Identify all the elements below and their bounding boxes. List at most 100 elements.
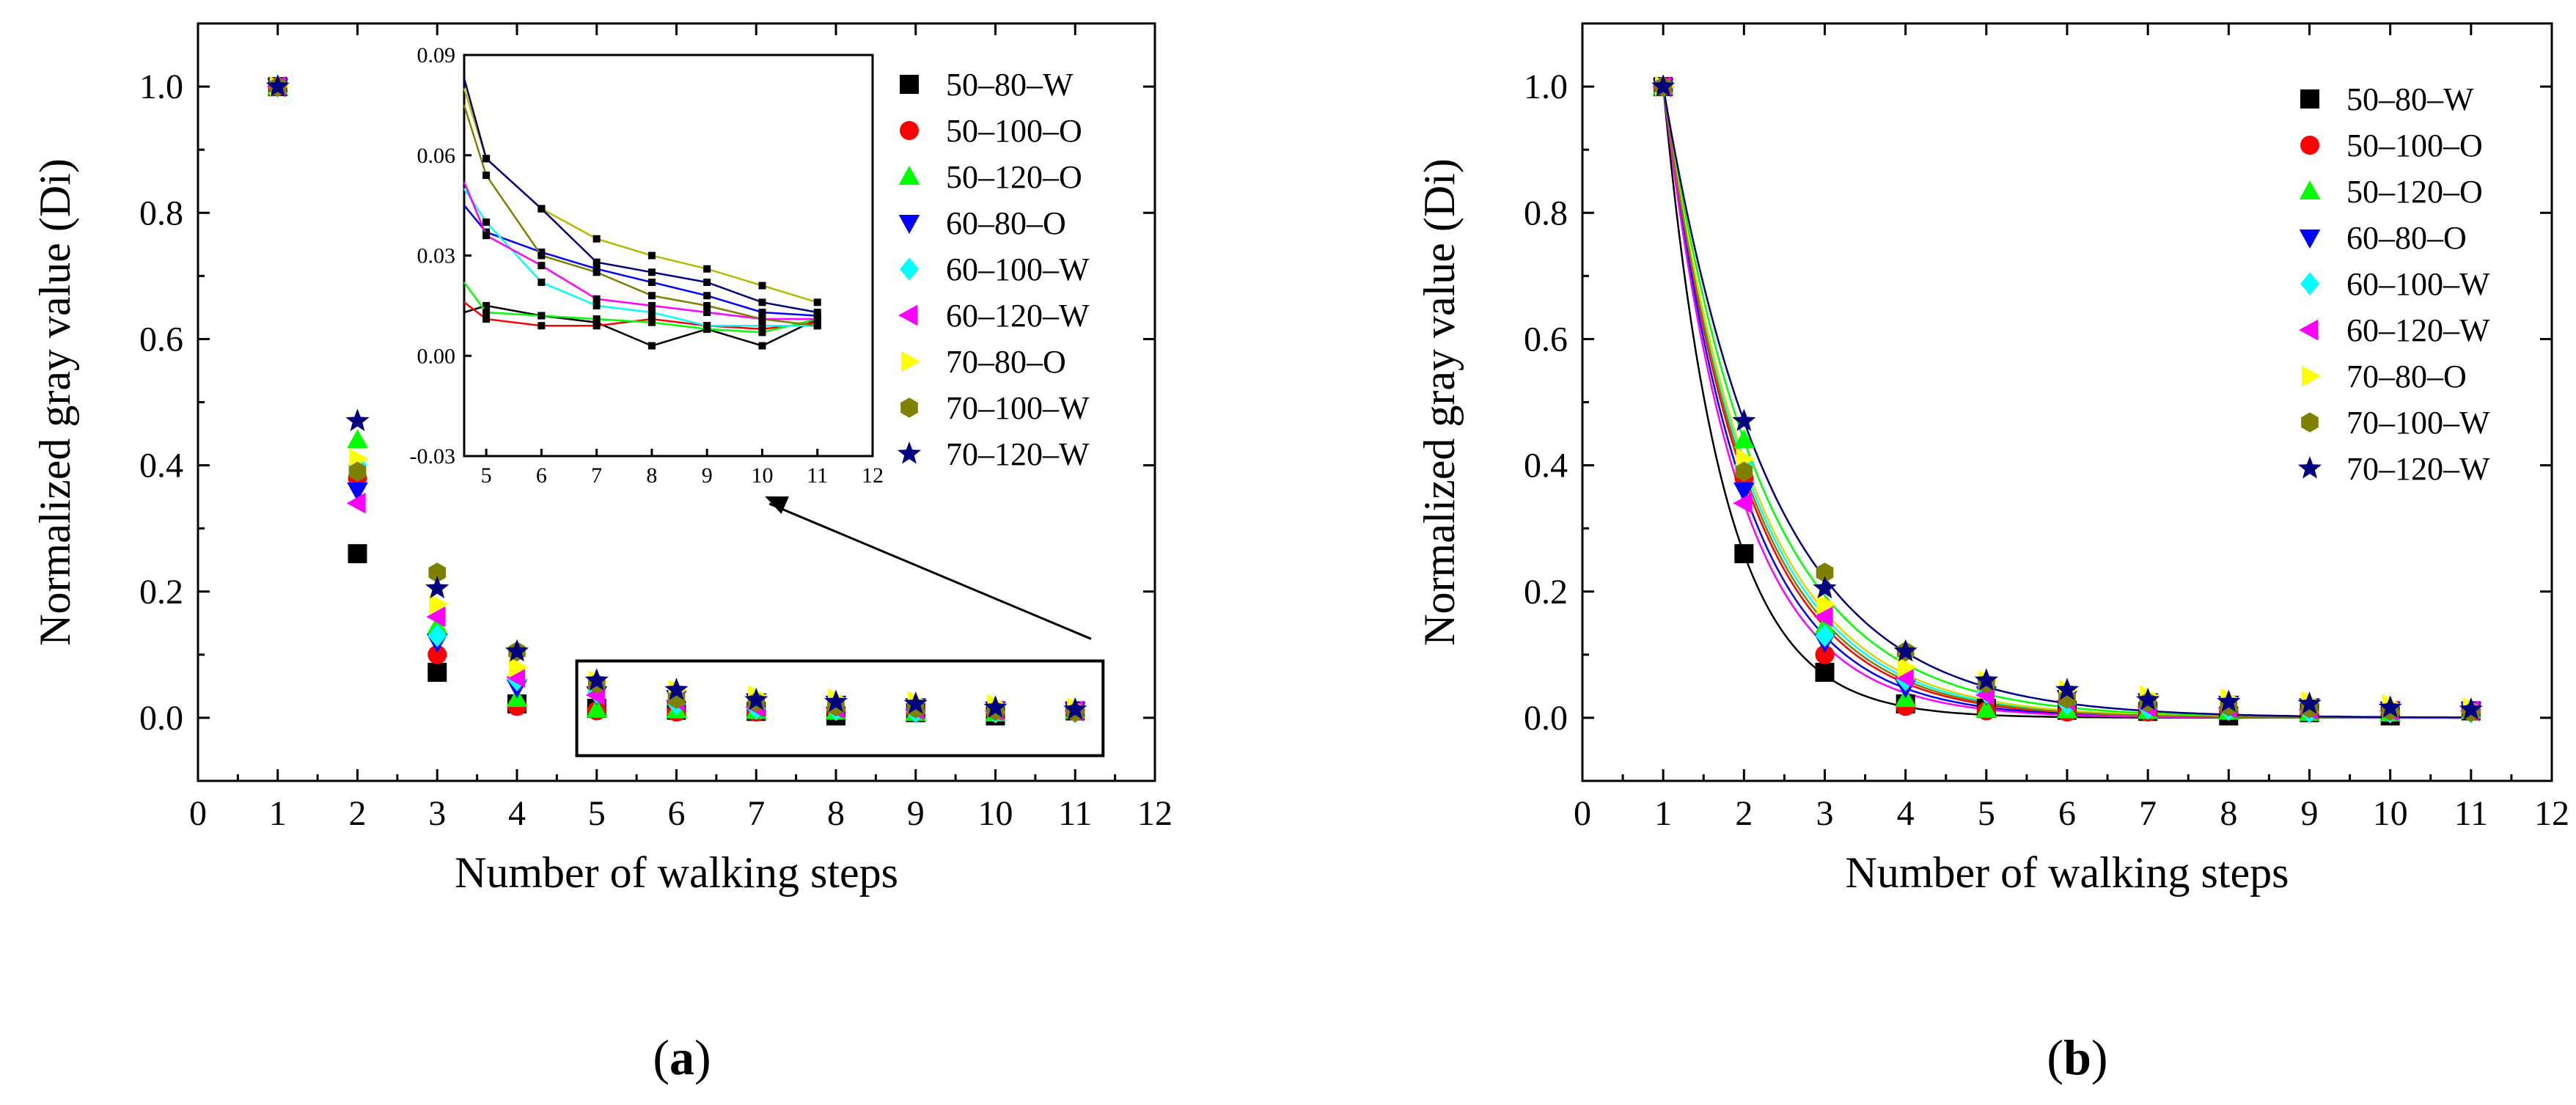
x-tick-label: 6 <box>2058 794 2076 833</box>
data-point <box>428 662 447 682</box>
x-tick-label: 3 <box>1816 794 1834 833</box>
legend-label: 60–80–O <box>2346 220 2467 256</box>
y-tick-label: 0.2 <box>1524 573 1568 612</box>
legend-label: 60–120–W <box>2346 312 2490 348</box>
data-point <box>1813 606 1833 628</box>
x-tick-label: 0 <box>189 794 207 833</box>
x-tick-label: 5 <box>588 794 606 833</box>
inset-data-point <box>647 278 656 286</box>
legend-marker <box>2297 456 2322 479</box>
inset-series-line <box>463 301 818 331</box>
inset-x-tick-label: 6 <box>536 463 547 488</box>
legend-label: 60–100–W <box>946 252 1090 287</box>
data-point <box>1816 562 1834 583</box>
data-point <box>1816 593 1836 615</box>
data-point <box>348 544 367 564</box>
panel-b-label: (b) <box>2047 1029 2107 1085</box>
inset-data-point <box>592 301 601 309</box>
legend-marker <box>900 350 920 372</box>
legend-label: 60–120–W <box>946 298 1090 334</box>
y-tick-label: 0.8 <box>1524 194 1568 232</box>
legend-label: 50–120–O <box>2346 174 2483 210</box>
x-tick-label: 10 <box>2373 794 2408 833</box>
inset-series-line <box>463 105 818 327</box>
inset-data-point <box>703 322 711 330</box>
inset-data-point <box>537 205 546 213</box>
legend-label: 60–100–W <box>2346 266 2490 302</box>
inset-data-point <box>592 295 601 303</box>
inset-data-point <box>647 301 656 309</box>
inset-y-tick-label: 0.00 <box>417 344 456 368</box>
y-axis-title: Normalized gray value (Di) <box>31 158 79 646</box>
x-tick-label: 2 <box>1735 794 1753 833</box>
x-tick-label: 7 <box>2139 794 2157 833</box>
inset-x-tick-label: 7 <box>591 463 602 488</box>
panel-b: 0 1 2 3 4 5 6 7 8 9 10 11 120.00.20.40.60.81.0Number… <box>1415 22 2569 897</box>
inset-data-point <box>758 322 766 330</box>
panel-a-label: (a) <box>653 1029 711 1085</box>
inset-series-line <box>463 78 818 314</box>
legend-marker <box>2301 412 2319 433</box>
data-point <box>265 74 290 97</box>
y-tick-label: 0.2 <box>139 573 183 612</box>
legend-label: 50–120–O <box>946 159 1082 195</box>
inset-data-point <box>482 232 491 240</box>
data-point <box>2136 687 2160 711</box>
inset-data-point <box>537 278 546 286</box>
data-point <box>744 687 768 711</box>
legend-marker <box>2300 136 2319 155</box>
y-tick-label: 0.4 <box>1524 447 1568 485</box>
data-point <box>586 698 608 718</box>
inset-data-point <box>758 342 766 350</box>
x-tick-label: 6 <box>668 794 686 833</box>
inset-x-tick-label: 10 <box>751 463 773 488</box>
legend-marker <box>900 75 919 94</box>
x-tick-label: 7 <box>747 794 765 833</box>
y-tick-label: 0.0 <box>139 699 183 738</box>
data-point <box>1894 667 1914 689</box>
x-tick-label: 1 <box>1654 794 1672 833</box>
inset-data-point <box>758 328 766 337</box>
legend-marker <box>2300 89 2319 109</box>
data-point <box>1063 697 1087 720</box>
x-tick-label: 3 <box>428 794 446 833</box>
inset-data-point <box>537 312 546 320</box>
data-point <box>348 461 367 482</box>
x-tick-label: 9 <box>907 794 925 833</box>
inset-data-point <box>813 298 821 306</box>
inset-data-point <box>758 298 766 306</box>
data-point <box>664 678 689 700</box>
inset-y-tick-label: 0.09 <box>417 43 456 67</box>
inset-data-point <box>703 278 711 286</box>
inset-series-line <box>463 188 818 327</box>
x-tick-label: 4 <box>1897 794 1915 833</box>
data-point <box>1733 429 1755 449</box>
data-point <box>347 482 368 502</box>
inset-data-point <box>482 301 491 309</box>
data-point <box>1733 482 1755 502</box>
legend-label: 70–120–W <box>946 436 1090 472</box>
inset-data-point <box>537 252 546 260</box>
x-tick-label: 0 <box>1574 794 1591 833</box>
legend-marker <box>900 121 919 140</box>
inset-series-line <box>463 205 818 317</box>
inset-series-line <box>463 282 818 334</box>
inset-data-point <box>758 282 766 290</box>
inset-data-point <box>482 218 491 226</box>
data-point <box>1974 668 1998 691</box>
inset-data-point <box>813 322 821 330</box>
x-tick-label: 9 <box>2301 794 2319 833</box>
legend-label: 70–120–W <box>2346 451 2490 487</box>
legend-label: 50–80–W <box>946 67 1074 103</box>
inset-data-point <box>647 308 656 316</box>
inset-data-point <box>703 265 711 273</box>
data-point <box>345 408 370 431</box>
x-tick-label: 8 <box>827 794 845 833</box>
data-point <box>428 624 447 647</box>
inset-data-point <box>482 155 491 163</box>
data-point <box>428 562 447 583</box>
legend-marker <box>898 304 918 326</box>
y-axis-title: Normalized gray value (Di) <box>1415 158 1464 646</box>
x-axis-title: Number of walking steps <box>455 848 898 897</box>
